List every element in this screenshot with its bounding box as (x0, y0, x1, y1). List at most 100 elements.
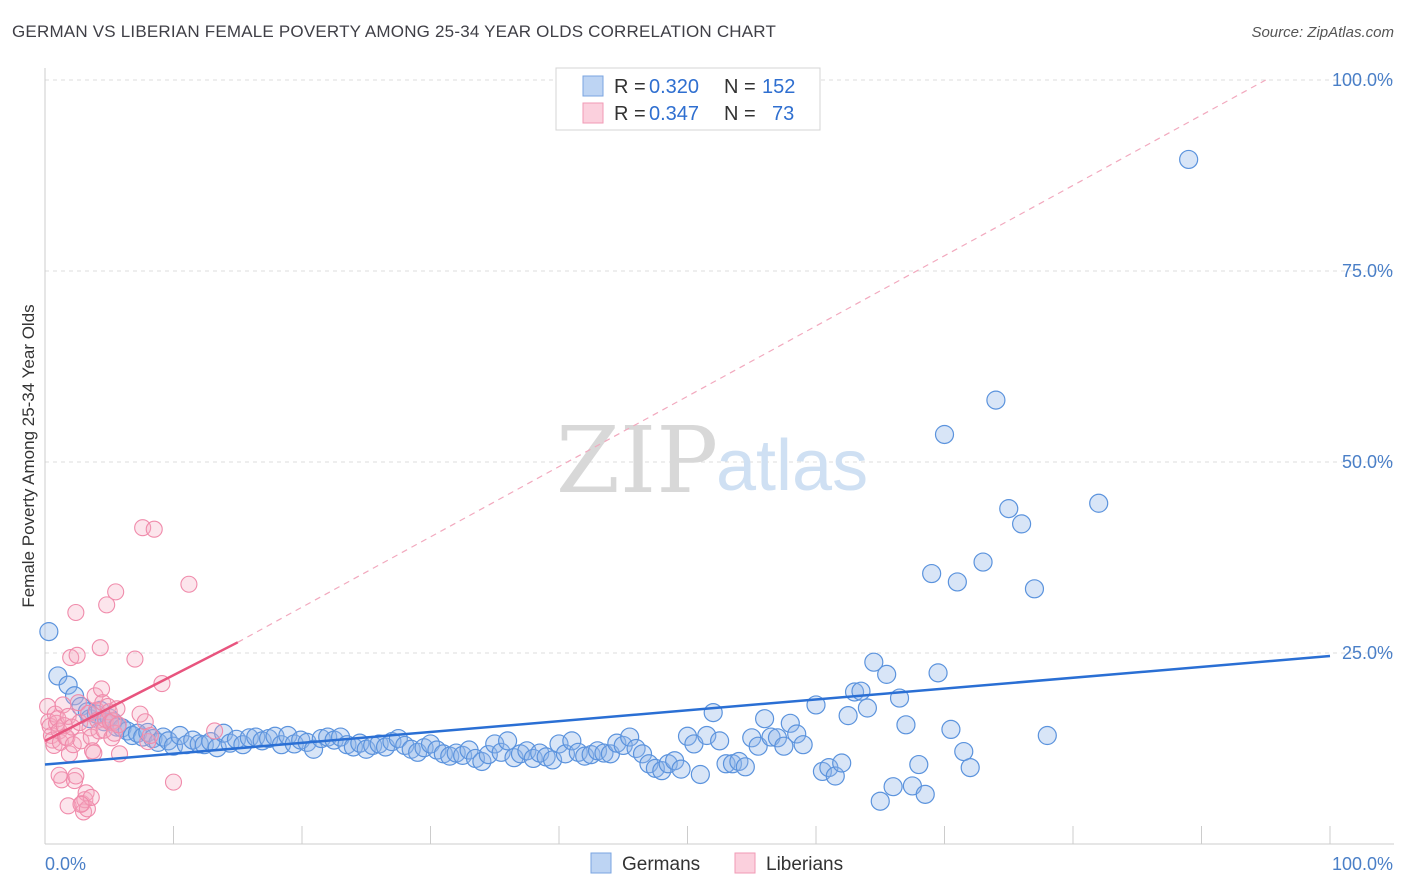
germans-point-102 (671, 759, 691, 779)
germans-point-120 (787, 724, 807, 744)
liberians-point-55 (109, 716, 127, 734)
liberians-point-26 (72, 732, 90, 750)
germans-point-147 (973, 552, 993, 572)
liberians-point-63 (145, 520, 163, 538)
legend-n-value-germans: 152 (762, 76, 795, 98)
germans-point-87 (575, 746, 595, 766)
liberians-point-65 (164, 773, 183, 791)
germans-point-90 (594, 743, 614, 763)
x-tick-label-1: 100.0% (1332, 854, 1393, 874)
germans-point-149 (999, 499, 1019, 519)
y-tick-label-3: 100.0% (1332, 70, 1393, 90)
liberians-point-53 (107, 583, 125, 601)
liberians-point-11 (53, 771, 71, 789)
liberians-trend-dashed (237, 79, 1267, 643)
germans-point-143 (941, 719, 961, 740)
germans-point-131 (864, 652, 884, 672)
liberians-points (39, 519, 224, 821)
germans-point-74 (491, 742, 511, 762)
germans-point-142 (934, 424, 955, 445)
liberians-point-61 (141, 726, 159, 745)
liberians-point-42 (92, 680, 111, 698)
legend-r-label-germans: R = (614, 76, 646, 98)
germans-point-95 (626, 738, 646, 759)
germans-point-139 (915, 784, 935, 804)
legend-swatch-liberians (582, 102, 604, 124)
germans-point-105 (690, 764, 710, 785)
germans-point-106 (697, 725, 717, 746)
germans-point-146 (960, 757, 980, 778)
germans-point-107 (703, 702, 723, 723)
legend-n-label-liberians: N = (724, 103, 756, 125)
legend-n-value-liberians: 73 (772, 103, 794, 125)
chart-title: GERMAN VS LIBERIAN FEMALE POVERTY AMONG … (12, 22, 777, 41)
germans-point-136 (896, 715, 916, 735)
liberians-point-70 (67, 767, 85, 785)
liberians-point-20 (64, 736, 82, 754)
y-tick-label-0: 25.0% (1342, 643, 1393, 663)
liberians-point-69 (59, 797, 77, 815)
y-tick-labels: 25.0% 50.0% 75.0% 100.0% (1332, 70, 1393, 663)
legend-n-label-germans: N = (724, 76, 756, 98)
germans-point-127 (838, 706, 858, 726)
liberians-point-36 (85, 744, 103, 762)
liberians-point-23 (68, 646, 86, 664)
liberians-point-22 (67, 603, 85, 622)
trend-lines (44, 641, 1331, 766)
liberians-trend-line (44, 641, 239, 742)
liberians-point-57 (126, 650, 144, 668)
germans-point-153 (1089, 493, 1109, 513)
germans-point-119 (780, 713, 800, 733)
watermark-atlas: atlas (716, 426, 868, 506)
legend-r-label-liberians: R = (614, 103, 646, 125)
legend[interactable]: R = 0.320 N = 152 R = 0.347 N = 73 (555, 67, 821, 131)
liberians-point-18 (62, 649, 80, 667)
germans-point-2 (58, 675, 78, 695)
y-axis-title: Female Poverty Among 25-34 Year Olds (19, 304, 38, 607)
legend-r-value-germans: 0.320 (649, 76, 699, 98)
germans-point-154 (1179, 149, 1199, 170)
germans-point-151 (1024, 579, 1045, 599)
liberians-point-72 (72, 795, 90, 813)
liberians-trend-extension (237, 79, 1267, 643)
liberians-point-24 (69, 694, 87, 712)
bottom-legend-liberians: Liberians (766, 854, 843, 875)
legend-r-value-liberians: 0.347 (649, 103, 699, 125)
germans-point-150 (1011, 514, 1032, 534)
germans-point-45 (303, 739, 324, 759)
germans-point-118 (774, 736, 794, 756)
germans-point-138 (909, 754, 929, 775)
chart-source: Source: ZipAtlas.com (1251, 24, 1394, 41)
germans-point-133 (877, 664, 897, 684)
germans-point-126 (832, 753, 852, 773)
germans-point-75 (498, 731, 518, 751)
germans-point-148 (986, 390, 1006, 410)
germans-point-141 (928, 663, 948, 683)
germans-point-115 (754, 709, 775, 729)
liberians-point-71 (82, 788, 100, 806)
germans-point-144 (947, 572, 967, 592)
germans-point-132 (870, 791, 890, 811)
germans-point-145 (954, 741, 974, 762)
liberians-point-66 (180, 575, 198, 593)
germans-point-22 (158, 731, 178, 751)
germans-point-134 (883, 777, 903, 797)
germans-point-96 (632, 744, 653, 764)
germans-point-94 (620, 727, 640, 747)
liberians-point-68 (50, 766, 68, 784)
germans-point-0 (39, 622, 59, 642)
germans-point-49 (330, 727, 351, 747)
bottom-legend-germans: Germans (622, 854, 700, 875)
x-tick-labels: 0.0% 100.0% (45, 854, 1393, 874)
y-tick-label-2: 75.0% (1342, 261, 1393, 281)
liberians-point-52 (105, 724, 123, 742)
liberians-point-46 (98, 596, 116, 614)
liberians-point-41 (91, 639, 109, 657)
germans-points (39, 149, 1199, 811)
bottom-legend[interactable]: Germans Liberians (590, 852, 843, 875)
y-tick-label-1: 50.0% (1342, 452, 1393, 472)
germans-point-111 (729, 751, 749, 772)
bottom-legend-swatch-liberians (734, 852, 756, 874)
liberians-point-67 (206, 722, 224, 740)
